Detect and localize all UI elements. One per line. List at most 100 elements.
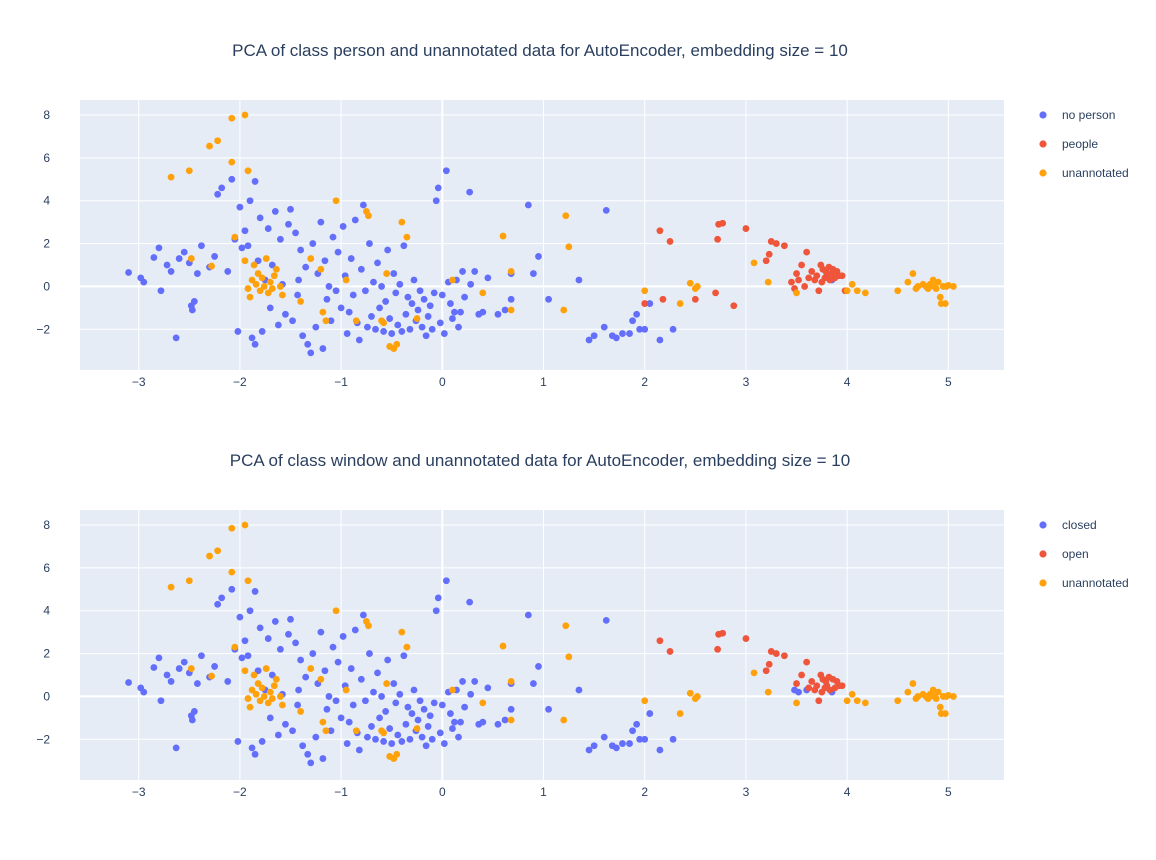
x-tick-label: 3 <box>743 375 750 389</box>
data-point <box>762 257 770 265</box>
data-point <box>388 330 396 337</box>
data-point <box>426 712 434 720</box>
data-point <box>289 727 296 735</box>
data-point <box>507 295 515 303</box>
data-point <box>337 304 345 312</box>
data-point <box>365 212 372 220</box>
data-point <box>909 270 917 277</box>
data-point <box>656 336 664 344</box>
data-point <box>268 695 276 702</box>
data-point <box>494 720 502 728</box>
legend-item[interactable]: no person <box>1039 108 1115 122</box>
data-point <box>260 693 268 700</box>
y-tick-label: 6 <box>43 151 50 165</box>
data-point <box>248 686 256 694</box>
data-point <box>714 645 721 653</box>
x-tick-label: −2 <box>233 785 247 799</box>
data-point <box>251 178 259 185</box>
legend-item[interactable]: open <box>1039 547 1089 561</box>
legend-item[interactable]: closed <box>1039 518 1097 532</box>
chart-title: PCA of class window and unannotated data… <box>230 451 850 470</box>
legend-marker <box>1039 169 1047 177</box>
data-point <box>241 111 249 119</box>
data-point <box>904 688 912 696</box>
data-point <box>803 248 811 256</box>
legend-item[interactable]: unannotated <box>1039 576 1129 590</box>
data-point <box>271 618 279 625</box>
data-point <box>398 738 406 745</box>
data-point <box>150 254 158 261</box>
data-point <box>793 289 800 297</box>
data-point <box>163 261 171 269</box>
data-point <box>299 332 307 340</box>
data-point <box>378 283 385 290</box>
data-point <box>793 270 800 277</box>
data-point <box>355 336 363 344</box>
data-point <box>244 695 252 702</box>
data-point <box>125 269 132 276</box>
data-point <box>494 310 502 318</box>
data-point <box>659 295 667 303</box>
data-point <box>602 616 610 624</box>
data-point <box>392 699 400 707</box>
data-point <box>788 278 795 286</box>
data-point <box>602 206 610 214</box>
data-point <box>390 680 398 687</box>
data-point <box>140 688 148 696</box>
data-point <box>231 233 239 241</box>
data-point <box>325 693 333 700</box>
data-point <box>307 255 315 262</box>
data-point <box>332 607 340 615</box>
legend-item[interactable]: unannotated <box>1039 166 1129 180</box>
data-point <box>838 272 846 280</box>
data-point <box>414 306 422 314</box>
data-point <box>351 216 359 224</box>
x-tick-label: −3 <box>132 375 146 389</box>
data-point <box>378 693 385 700</box>
legend-marker <box>1039 521 1047 529</box>
data-point <box>805 274 813 282</box>
data-point <box>545 705 552 713</box>
legend-marker <box>1039 111 1047 119</box>
data-point <box>408 300 416 307</box>
data-point <box>274 731 282 739</box>
data-point <box>719 219 727 227</box>
data-point <box>187 665 195 672</box>
data-point <box>402 720 410 728</box>
data-point <box>372 325 379 333</box>
data-point <box>172 744 180 752</box>
data-point <box>248 744 256 752</box>
x-tick-label: −1 <box>334 785 348 799</box>
data-point <box>309 650 317 657</box>
data-point <box>388 740 396 747</box>
data-point <box>780 242 788 250</box>
data-point <box>188 306 196 314</box>
data-point <box>361 697 369 705</box>
data-point <box>455 323 462 331</box>
data-point <box>457 718 464 726</box>
data-point <box>780 652 788 660</box>
data-point <box>241 667 249 675</box>
data-point <box>691 295 699 303</box>
data-point <box>641 287 649 295</box>
data-point <box>256 624 264 632</box>
data-point <box>795 276 802 284</box>
data-point <box>402 310 410 318</box>
data-point <box>211 663 219 670</box>
data-point <box>332 697 340 705</box>
data-point <box>167 173 175 181</box>
x-tick-label: −2 <box>233 375 247 389</box>
data-point <box>228 585 236 593</box>
data-point <box>304 340 312 348</box>
data-point <box>246 197 254 205</box>
data-point <box>321 667 329 675</box>
data-point <box>666 238 674 245</box>
data-point <box>231 643 239 651</box>
data-point <box>420 295 428 303</box>
data-point <box>398 328 406 335</box>
data-point <box>380 738 388 745</box>
data-point <box>321 257 329 265</box>
data-point <box>262 255 270 262</box>
data-point <box>636 325 644 333</box>
legend-item[interactable]: people <box>1039 137 1098 151</box>
